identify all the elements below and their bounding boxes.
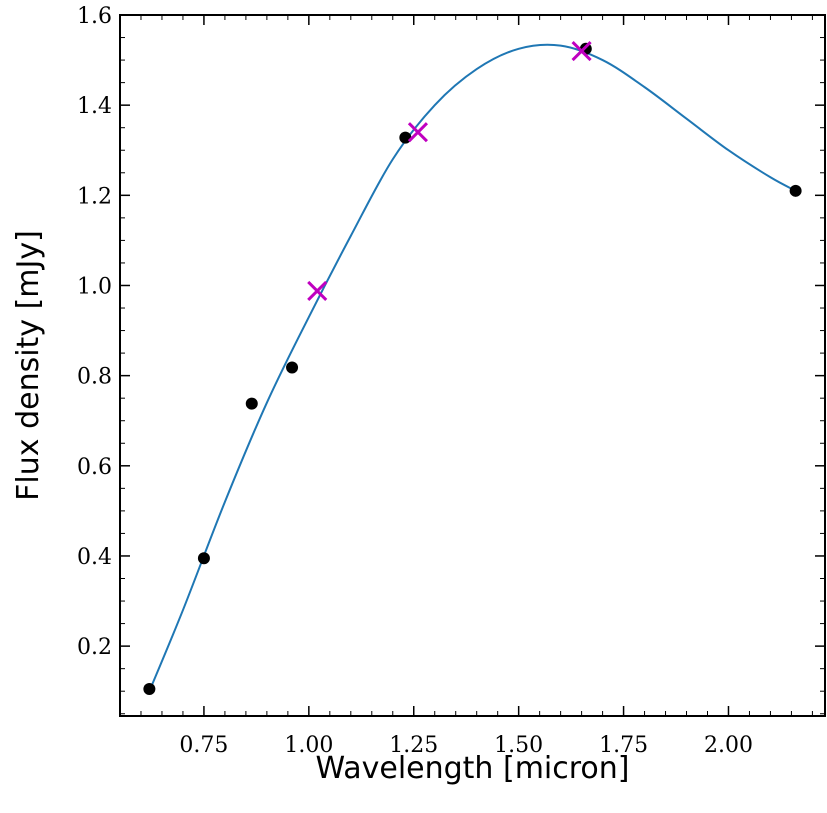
data-point-circle: [143, 682, 156, 695]
fit-curve: [148, 43, 797, 692]
data-point-circle: [245, 397, 258, 410]
y-axis-label: Flux density [mJy]: [11, 230, 46, 501]
tick-labels: 0.75 1.00 1.25 1.50 1.75 2.00 0.2 0.4 0.6 0.8 1.0 1…: [77, 4, 753, 758]
data-point-cross: [407, 122, 429, 143]
x-tick-label: 2.00: [704, 733, 753, 758]
y-tick-label: 1.2: [77, 184, 112, 209]
y-tick-label: 0.4: [77, 545, 112, 570]
data-point-cross: [307, 280, 328, 301]
plot-frame: [119, 14, 826, 717]
axis-ticks: [119, 14, 825, 716]
data-point-circle: [197, 552, 210, 565]
data-point-cross: [571, 41, 592, 62]
data-points-layer: [143, 41, 802, 695]
x-tick-label: 1.00: [284, 733, 333, 758]
fit-curve-layer: [148, 43, 797, 692]
x-tick-label: 1.75: [599, 733, 648, 758]
x-tick-label: 1.50: [494, 733, 543, 758]
data-point-circle: [286, 361, 299, 374]
data-point-circle: [789, 184, 802, 197]
y-tick-label: 1.6: [77, 4, 112, 29]
y-tick-label: 1.0: [77, 274, 112, 299]
y-tick-label: 0.2: [77, 635, 112, 660]
y-tick-label: 1.4: [77, 94, 112, 119]
x-tick-label: 1.25: [389, 733, 438, 758]
x-axis-label: Wavelength [micron]: [315, 751, 629, 786]
y-tick-label: 0.6: [77, 455, 112, 480]
x-tick-label: 0.75: [179, 733, 228, 758]
y-tick-label: 0.8: [77, 365, 112, 390]
